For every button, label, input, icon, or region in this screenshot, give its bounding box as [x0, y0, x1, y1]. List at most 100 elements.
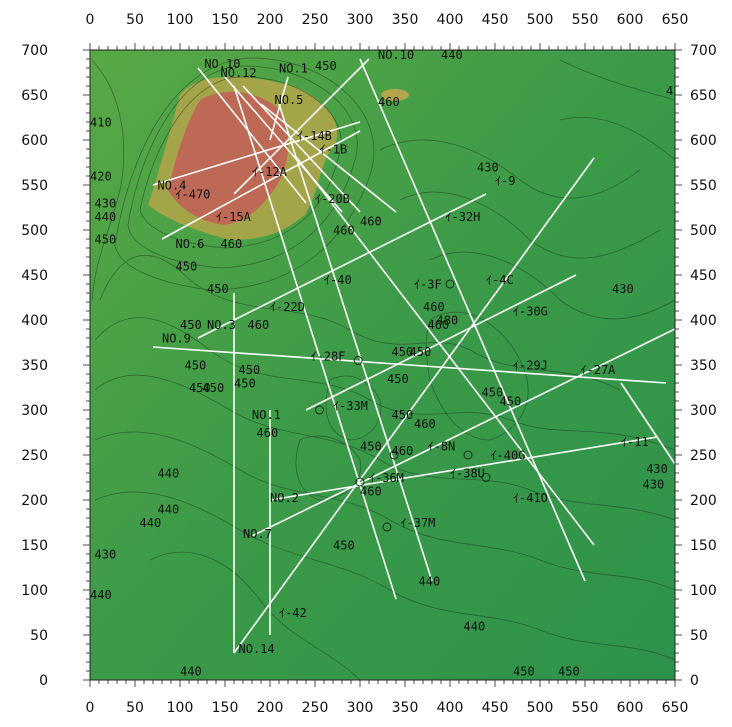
x-tick-label-top: 450 — [482, 12, 509, 28]
map-label: 430 — [646, 462, 668, 476]
survey-line — [233, 157, 595, 654]
map-label: ｲ-9 — [495, 174, 515, 188]
map-label: ｲ-33M — [333, 399, 368, 413]
survey-line — [161, 130, 361, 240]
y-tick-label-left: 200 — [21, 493, 48, 509]
map-label: 450 — [482, 386, 504, 400]
map-label: ｲ-8N — [428, 440, 456, 454]
y-tick-label-right: 650 — [690, 88, 717, 104]
y-tick-label-left: 50 — [30, 628, 48, 644]
y-tick-label-right: 100 — [690, 583, 717, 599]
map-label: 430 — [612, 282, 634, 296]
map-label: NO.10 — [378, 48, 414, 62]
map-label: 440 — [140, 516, 162, 530]
borehole-marker — [389, 450, 399, 460]
map-label: 460 — [360, 485, 382, 499]
x-tick-label-bottom: 350 — [392, 700, 419, 716]
survey-line — [233, 85, 397, 600]
x-tick-label-top: 50 — [126, 12, 144, 28]
map-label: ｲ-40 — [324, 273, 352, 287]
map-label: ｲ-32H — [446, 210, 481, 224]
map-label: 480 — [437, 314, 459, 328]
borehole-marker — [382, 522, 392, 532]
y-tick-label-left: 450 — [21, 268, 48, 284]
map-label: 450 — [180, 318, 202, 332]
map-label: 440 — [90, 588, 112, 602]
survey-line — [260, 103, 397, 213]
y-tick-label-right: 450 — [690, 268, 717, 284]
x-tick-label-top: 550 — [572, 12, 599, 28]
map-label: 460 — [414, 417, 436, 431]
x-tick-label-bottom: 600 — [617, 700, 644, 716]
y-axis-right-labels: 0 50 100 150 200 250 300 350 400 450 500 550 600 650 7… — [690, 43, 717, 689]
y-tick-label-right: 500 — [690, 223, 717, 239]
map-label: 440 — [95, 210, 117, 224]
x-tick-label-top: 250 — [302, 12, 329, 28]
map-label: ｲ-11 — [621, 435, 649, 449]
survey-line — [359, 58, 586, 582]
map-label: ｲ-14B — [297, 129, 332, 143]
map-label: 450 — [234, 377, 256, 391]
y-tick-label-left: 400 — [21, 313, 48, 329]
map-label: ｲ-37M — [401, 516, 436, 530]
map-label: 450 — [392, 408, 414, 422]
map-label: ｲ-22D — [270, 300, 305, 314]
map-label: 460 — [248, 318, 270, 332]
map-label: 420 — [90, 170, 112, 184]
map-label: 460 — [221, 237, 243, 251]
y-tick-label-right: 550 — [690, 178, 717, 194]
map-label: ｲ-28F — [311, 350, 346, 364]
map-label: 460 — [423, 300, 445, 314]
map-label: 460 — [392, 444, 414, 458]
survey-line — [197, 193, 487, 339]
map-label: 450 — [410, 345, 432, 359]
borehole-marker — [481, 473, 491, 482]
map-label: 460 — [428, 318, 450, 332]
y-tick-label-right: 50 — [690, 628, 708, 644]
map-label: 440 — [419, 575, 441, 589]
map-label: NO.7 — [243, 527, 272, 541]
x-tick-label-top: 150 — [212, 12, 239, 28]
x-tick-label-bottom: 450 — [482, 700, 509, 716]
x-tick-label-top: 0 — [86, 12, 95, 28]
map-label: 440 — [180, 665, 202, 679]
y-tick-label-right: 200 — [690, 493, 717, 509]
map-label: 450 — [189, 381, 211, 395]
survey-line — [251, 328, 675, 537]
survey-line — [152, 121, 361, 186]
y-tick-label-left: 350 — [21, 358, 48, 374]
survey-line — [296, 157, 595, 546]
summit-zone — [168, 91, 289, 225]
map-label: 430 — [643, 477, 665, 491]
map-label: ｲ-15A — [216, 210, 252, 224]
survey-line — [269, 436, 658, 501]
map-label: 450 — [513, 665, 535, 679]
map-label: NO.6 — [176, 237, 205, 251]
survey-lines — [152, 58, 675, 654]
borehole-marker — [355, 477, 365, 487]
map-label: 450 — [500, 395, 522, 409]
map-label: 450 — [558, 665, 580, 679]
borehole-marker — [315, 405, 324, 415]
borehole-marker — [445, 279, 455, 289]
map-label: 450 — [203, 381, 225, 395]
map-label: ｲ-40G — [491, 449, 526, 463]
x-tick-label-bottom: 0 — [86, 700, 95, 716]
map-label: 450 — [185, 359, 207, 373]
map-label: ｲ-29J — [513, 359, 548, 373]
y-tick-label-left: 600 — [21, 133, 48, 149]
borehole-marker — [463, 450, 473, 460]
map-label: 450 — [360, 440, 382, 454]
map-label: 440 — [441, 48, 463, 62]
y-tick-label-right: 600 — [690, 133, 717, 149]
small-hill — [381, 89, 409, 101]
survey-line — [233, 58, 370, 195]
borehole-marker — [353, 356, 363, 365]
x-axis-bottom-labels: 0 50 100 150 200 250 300 350 400 450 500 550 600 650 — [86, 700, 689, 716]
map-label: ｲ-12A — [252, 165, 288, 179]
y-tick-label-left: 150 — [21, 538, 48, 554]
map-label: 460 — [360, 215, 382, 229]
map-label: NO.3 — [207, 318, 236, 332]
